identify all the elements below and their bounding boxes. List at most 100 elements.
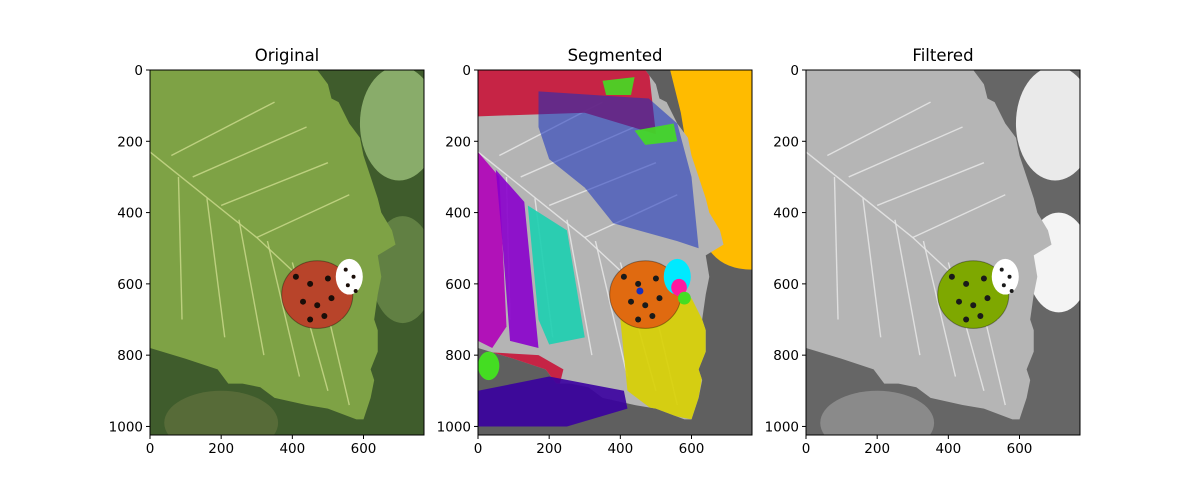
y-tick-label: 400 — [773, 206, 799, 222]
leaf-vein — [238, 219, 265, 356]
segment-green — [478, 351, 500, 381]
panel-segmented: Segmented 0 200 400 600 0 200 400 600 800 1000 — [437, 46, 753, 457]
ladybug-spot — [328, 295, 335, 302]
ladybug-spot — [656, 295, 663, 302]
ladybug-spot — [652, 275, 659, 282]
ladybug-body — [281, 260, 354, 329]
ladybug-head-spot — [1007, 274, 1012, 279]
segment-pink — [671, 278, 687, 296]
ladybug-spot — [963, 316, 970, 323]
ladybug-head — [335, 258, 363, 295]
background-blob — [1015, 70, 1080, 181]
leaf-vein — [827, 101, 931, 157]
segment-yellow — [620, 298, 706, 420]
x-tick-label: 200 — [864, 441, 890, 457]
segment-blue-spot — [636, 287, 644, 295]
axes-frame — [477, 69, 753, 436]
ladybug-spot — [977, 312, 984, 319]
ladybug-spot — [628, 298, 635, 305]
ladybug-head-spot — [343, 267, 348, 272]
ladybug-head-spot — [345, 283, 350, 288]
y-tick-label: 800 — [117, 348, 143, 364]
x-tick-label: 200 — [536, 441, 562, 457]
leaf-vein — [833, 176, 839, 320]
background-blob — [359, 70, 424, 181]
leaf-vein — [912, 194, 1006, 239]
x-tick-label: 600 — [679, 441, 705, 457]
y-tick-label: 400 — [117, 206, 143, 222]
y-tick-label: 0 — [134, 63, 143, 79]
ladybug-head-spot — [1009, 288, 1014, 293]
y-tick-label: 1000 — [109, 419, 143, 435]
ladybug-spot — [300, 298, 307, 305]
panel-title: Filtered — [912, 46, 973, 65]
panel-original: Original 0 200 400 600 0 200 400 600 800 1000 — [109, 46, 425, 457]
ladybug-head-spot — [353, 288, 358, 293]
ladybug-spot — [620, 273, 627, 280]
leaf-vein — [192, 126, 307, 178]
panel-filtered: Filtered 0 200 400 600 0 200 400 600 800 1000 — [765, 46, 1081, 457]
leaf-vein — [177, 176, 183, 320]
background-blob — [820, 390, 935, 435]
segment-green — [677, 291, 691, 305]
ladybug — [937, 258, 1019, 329]
y-tick-label: 200 — [117, 134, 143, 150]
leaf-vein — [894, 219, 921, 356]
x-tick-label: 600 — [1007, 441, 1033, 457]
ladybug-spot — [980, 275, 987, 282]
x-tick-label: 400 — [935, 441, 961, 457]
ladybug-spot — [635, 280, 642, 287]
y-tick-label: 800 — [773, 348, 799, 364]
panel-image — [806, 70, 1080, 435]
segment-green — [634, 123, 678, 145]
leaf-vein — [256, 194, 350, 239]
segment-orange — [670, 70, 752, 270]
axes-frame — [805, 69, 1081, 436]
ladybug-body — [937, 260, 1010, 329]
y-tick-label: 0 — [790, 63, 799, 79]
y-tick-label: 200 — [445, 134, 471, 150]
y-tick-label: 400 — [445, 206, 471, 222]
panel-title: Segmented — [568, 46, 663, 65]
leaf-vein — [206, 198, 226, 338]
leaf-vein — [862, 198, 882, 338]
ladybug — [281, 258, 363, 329]
ladybug-spot — [307, 280, 314, 287]
ladybug-head-spot — [1001, 283, 1006, 288]
y-tick-label: 0 — [462, 63, 471, 79]
y-tick-label: 200 — [773, 134, 799, 150]
y-tick-label: 600 — [117, 277, 143, 293]
leaf-vein — [220, 162, 329, 207]
segment-green — [602, 77, 635, 95]
x-tick-label: 200 — [208, 441, 234, 457]
y-tick-label: 1000 — [765, 419, 799, 435]
ladybug — [609, 258, 691, 329]
y-tick-label: 600 — [445, 277, 471, 293]
axes-frame — [149, 69, 425, 436]
leaf — [806, 70, 1052, 420]
leaf-vein — [848, 126, 963, 178]
x-tick-label: 0 — [146, 441, 155, 457]
ladybug-spot — [314, 302, 321, 309]
y-tick-label: 1000 — [437, 419, 471, 435]
panel-title: Original — [255, 46, 320, 65]
ladybug-spot — [649, 312, 656, 319]
ladybug-spot — [642, 302, 649, 309]
x-tick-label: 0 — [802, 441, 811, 457]
ladybug-spot — [307, 316, 314, 323]
ladybug-spot — [635, 316, 642, 323]
y-tick-label: 800 — [445, 348, 471, 364]
segment-dark-purple — [478, 376, 628, 427]
leaf-vein — [922, 240, 957, 377]
ladybug-spot — [292, 273, 299, 280]
ladybug-spot — [956, 298, 963, 305]
ladybug-spot — [963, 280, 970, 287]
ladybug-head — [991, 258, 1019, 295]
leaf-vein — [594, 240, 629, 377]
ladybug-head-spot — [351, 274, 356, 279]
leaf-vein — [876, 162, 985, 207]
x-tick-label: 400 — [607, 441, 633, 457]
x-tick-label: 400 — [279, 441, 305, 457]
leaf — [150, 70, 396, 420]
